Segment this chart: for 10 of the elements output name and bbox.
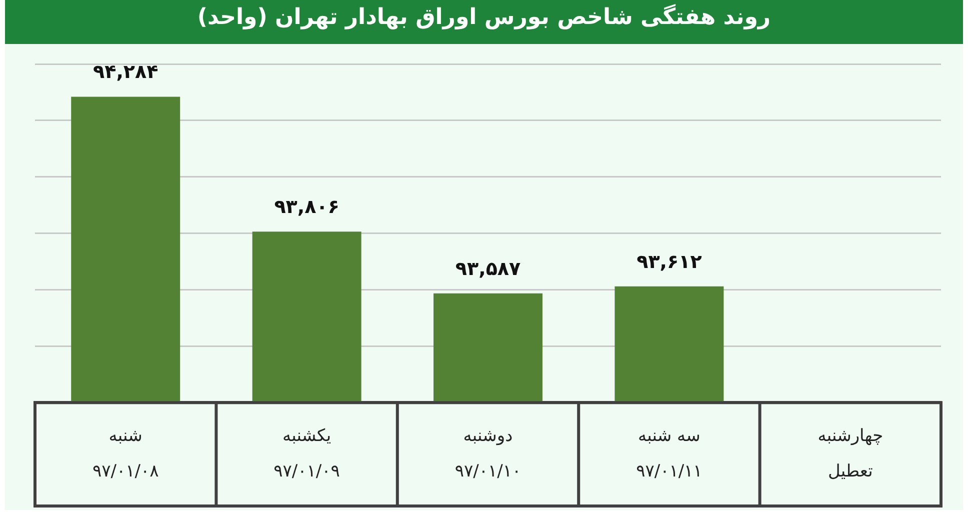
x-tick-label: چهارشنبه تعطیل	[818, 426, 884, 482]
x-tick-label: یکشنبه ۹۷/۰۱/۰۹	[274, 426, 340, 482]
chart-title: روند هفتگی شاخص بورس اوراق بهادار تهران (واحد)	[5, 0, 963, 44]
data-label: ۹۳,۵۸۷	[455, 258, 522, 280]
x-tick-label: سه شنبه ۹۷/۰۱/۱۱	[636, 426, 702, 482]
x-tick-label: شنبه ۹۷/۰۱/۰۸	[92, 426, 159, 482]
data-label: ۹۳,۶۱۲	[636, 250, 702, 273]
data-label: ۹۴,۲۸۴	[93, 61, 158, 84]
data-label: ۹۳,۸۰۶	[274, 196, 340, 218]
x-tick-label: دوشنبه ۹۷/۰۱/۱۰	[454, 426, 522, 482]
